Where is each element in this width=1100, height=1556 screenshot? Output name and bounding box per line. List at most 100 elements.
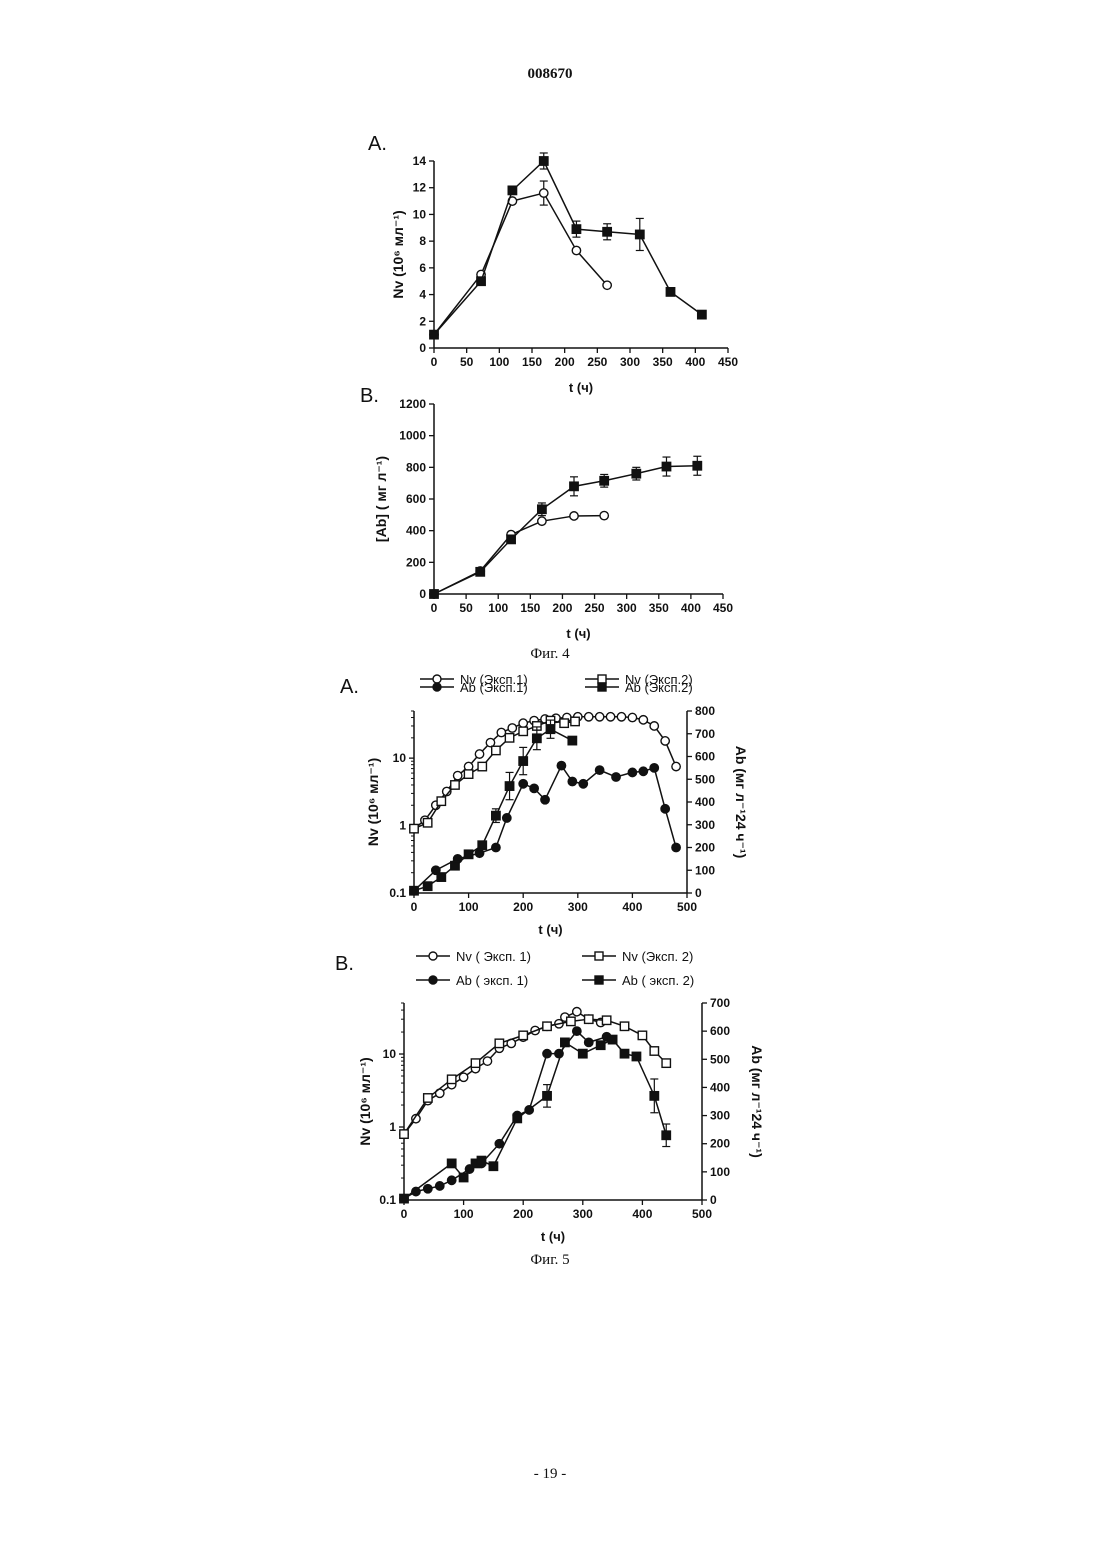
x-tick-label: 0: [411, 900, 418, 914]
x-tick-label: 0: [401, 1207, 408, 1221]
y-tick-label: 6: [419, 261, 426, 275]
y-tick-label: 0.1: [389, 886, 406, 900]
x-tick-label: 150: [522, 355, 542, 369]
data-point: [483, 1057, 491, 1065]
series-0: [430, 181, 612, 339]
data-point: [638, 1031, 646, 1039]
data-point: [570, 512, 578, 520]
series-line: [434, 466, 697, 594]
data-point: [486, 738, 494, 746]
legend-label: Ab (Эксп.2): [625, 680, 693, 695]
x-tick-label: 300: [568, 900, 588, 914]
x-axis-label: t (ч): [569, 380, 593, 395]
data-point: [561, 1038, 569, 1046]
data-point: [595, 766, 603, 774]
data-point: [400, 1194, 408, 1202]
y-axis-label: [Ab] ( мг л⁻¹): [373, 456, 389, 542]
legend-marker: [595, 976, 603, 984]
data-point: [595, 713, 603, 721]
x-tick-label: 0: [431, 355, 438, 369]
data-point: [543, 1049, 551, 1057]
data-point: [568, 736, 576, 744]
figure-caption-5: Фиг. 5: [0, 1252, 1100, 1269]
data-point: [672, 762, 680, 770]
data-point: [423, 819, 431, 827]
x-axis-label: t (ч): [538, 922, 562, 937]
data-point: [447, 1075, 455, 1083]
data-point: [541, 796, 549, 804]
data-point: [639, 767, 647, 775]
data-point: [543, 1092, 551, 1100]
y2-tick-label: 700: [695, 727, 715, 741]
data-point: [424, 1094, 432, 1102]
data-point: [600, 477, 608, 485]
legend-label: Nv ( Эксп. 1): [456, 949, 531, 964]
data-point: [503, 814, 511, 822]
y2-tick-label: 300: [695, 818, 715, 832]
page-footer: - 19 -: [0, 1466, 1100, 1483]
data-point: [459, 1073, 467, 1081]
data-point: [650, 1092, 658, 1100]
y2-tick-label: 0: [695, 886, 702, 900]
data-point: [636, 230, 644, 238]
y2-tick-label: 500: [695, 772, 715, 786]
data-point: [519, 727, 527, 735]
y-axis-label: Nv (10⁶ мл⁻¹): [390, 210, 406, 298]
data-point: [620, 1049, 628, 1057]
y2-tick-label: 400: [695, 795, 715, 809]
legend-label: Ab (Эксп.1): [460, 680, 528, 695]
data-point: [430, 330, 438, 338]
data-point: [612, 773, 620, 781]
legend-marker: [433, 675, 441, 683]
chart-fig5B: B.01002003004005000.11100100200300400500…: [335, 949, 765, 1244]
y-tick-label: 10: [413, 207, 427, 221]
x-tick-label: 300: [617, 601, 637, 615]
data-point: [662, 1131, 670, 1139]
y-tick-label: 10: [383, 1047, 397, 1061]
data-point: [478, 841, 486, 849]
legend-marker: [433, 683, 441, 691]
series-3: [400, 1035, 671, 1202]
data-point: [540, 157, 548, 165]
data-point: [400, 1130, 408, 1138]
data-point: [557, 761, 565, 769]
data-point: [410, 887, 418, 895]
data-point: [546, 725, 554, 733]
data-point: [606, 713, 614, 721]
data-point: [437, 797, 445, 805]
data-point: [570, 482, 578, 490]
data-point: [650, 1047, 658, 1055]
y2-tick-label: 200: [710, 1137, 730, 1151]
x-tick-label: 0: [431, 601, 438, 615]
data-point: [650, 764, 658, 772]
data-point: [650, 722, 658, 730]
data-point: [639, 716, 647, 724]
data-point: [471, 1059, 479, 1067]
y2-axis-label: Ab (мг л⁻¹24 ч⁻¹): [749, 1045, 765, 1158]
x-tick-label: 100: [454, 1207, 474, 1221]
y-tick-label: 1: [399, 819, 406, 833]
data-point: [600, 511, 608, 519]
data-point: [698, 310, 706, 318]
data-point: [453, 771, 461, 779]
data-point: [423, 882, 431, 890]
data-point: [447, 1176, 455, 1184]
data-point: [464, 850, 472, 858]
x-tick-label: 400: [632, 1207, 652, 1221]
data-point: [459, 1173, 467, 1181]
legend-marker: [598, 675, 606, 683]
x-tick-label: 50: [459, 601, 473, 615]
y-tick-label: 0: [419, 587, 426, 601]
data-point: [508, 186, 516, 194]
data-point: [436, 1182, 444, 1190]
data-point: [505, 734, 513, 742]
data-point: [602, 1016, 610, 1024]
data-point: [477, 277, 485, 285]
data-point: [451, 862, 459, 870]
data-point: [662, 462, 670, 470]
data-point: [430, 590, 438, 598]
x-tick-label: 500: [692, 1207, 712, 1221]
y-tick-label: 12: [413, 181, 427, 195]
x-axis-label: t (ч): [566, 626, 590, 641]
series-line: [404, 1031, 607, 1198]
